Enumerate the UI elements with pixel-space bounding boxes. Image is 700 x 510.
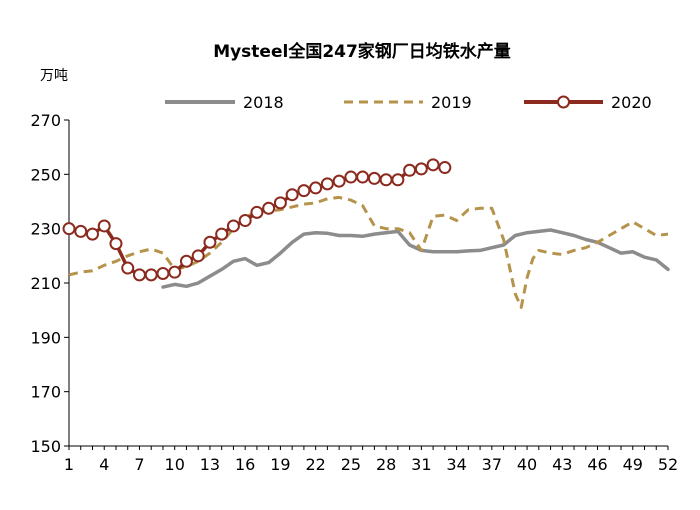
data-point-2020: [273, 196, 287, 210]
data-point-2020: [320, 177, 334, 191]
x-tick-label: 43: [552, 455, 572, 474]
data-point-2020: [297, 184, 311, 198]
data-point-2020: [203, 235, 217, 249]
x-tick-label: 31: [411, 455, 431, 474]
y-tick-label: 270: [30, 111, 61, 130]
x-tick-label: 22: [305, 455, 325, 474]
data-point-2020: [85, 227, 99, 241]
legend-label-2020: 2020: [611, 93, 652, 112]
x-tick-label: 34: [446, 455, 466, 474]
data-point-2020: [356, 170, 370, 184]
series-line-2018: [161, 228, 670, 289]
y-tick-label: 250: [30, 165, 61, 184]
data-point-2020: [262, 201, 276, 215]
data-point-2020: [367, 171, 381, 185]
x-tick-label: 19: [270, 455, 290, 474]
x-tick-label: 49: [623, 455, 643, 474]
y-tick-label: 170: [30, 383, 61, 402]
data-point-2020: [215, 227, 229, 241]
data-point-2020: [238, 214, 252, 228]
data-point-2020: [379, 173, 393, 187]
data-point-2020: [109, 237, 123, 251]
axes: 150 170 190 210 230 250 270 1 4 7 10 13 16 19 22 25 28 31…: [30, 111, 678, 474]
series-layer: [62, 158, 670, 309]
legend: 2018 2019 2020: [165, 93, 652, 112]
data-point-2020: [309, 181, 323, 195]
x-tick-label: 16: [235, 455, 255, 474]
data-point-2020: [156, 266, 170, 280]
y-tick-label: 210: [30, 274, 61, 293]
data-point-2020: [74, 224, 88, 238]
legend-label-2018: 2018: [243, 93, 284, 112]
x-tick-label: 46: [587, 455, 607, 474]
x-tick-label: 13: [200, 455, 220, 474]
y-tick-label: 150: [30, 437, 61, 456]
data-point-2020: [168, 265, 182, 279]
data-point-2020: [344, 170, 358, 184]
data-point-2020: [391, 173, 405, 187]
data-point-2020: [285, 188, 299, 202]
legend-marker-2020: [557, 95, 570, 109]
data-point-2020: [62, 222, 76, 236]
y-tick-label: 230: [30, 220, 61, 239]
x-tick-label: 52: [658, 455, 678, 474]
chart-title: Mysteel全国247家钢厂日均铁水产量: [213, 41, 511, 62]
data-point-2020: [426, 158, 440, 172]
x-tick-label: 37: [482, 455, 502, 474]
y-unit-label: 万吨: [40, 68, 68, 84]
x-tick-label: 10: [165, 455, 185, 474]
data-point-2020: [438, 161, 452, 175]
data-point-2020: [332, 174, 346, 188]
data-point-2020: [97, 219, 111, 233]
x-tick-label: 40: [517, 455, 537, 474]
data-point-2020: [226, 219, 240, 233]
data-point-2020: [403, 163, 417, 177]
x-tick-label: 4: [99, 455, 109, 474]
data-point-2020: [121, 261, 135, 275]
y-tick-label: 190: [30, 328, 61, 347]
data-point-2020: [144, 268, 158, 282]
data-point-2020: [132, 268, 146, 282]
x-tick-label: 1: [64, 455, 74, 474]
data-point-2020: [179, 254, 193, 268]
data-point-2020: [191, 249, 205, 263]
x-tick-label: 28: [376, 455, 396, 474]
data-point-2020: [250, 205, 264, 219]
legend-label-2019: 2019: [431, 93, 472, 112]
series-line-2019: [68, 195, 669, 309]
x-tick-label: 25: [341, 455, 361, 474]
data-point-2020: [414, 162, 428, 176]
x-tick-label: 7: [134, 455, 144, 474]
